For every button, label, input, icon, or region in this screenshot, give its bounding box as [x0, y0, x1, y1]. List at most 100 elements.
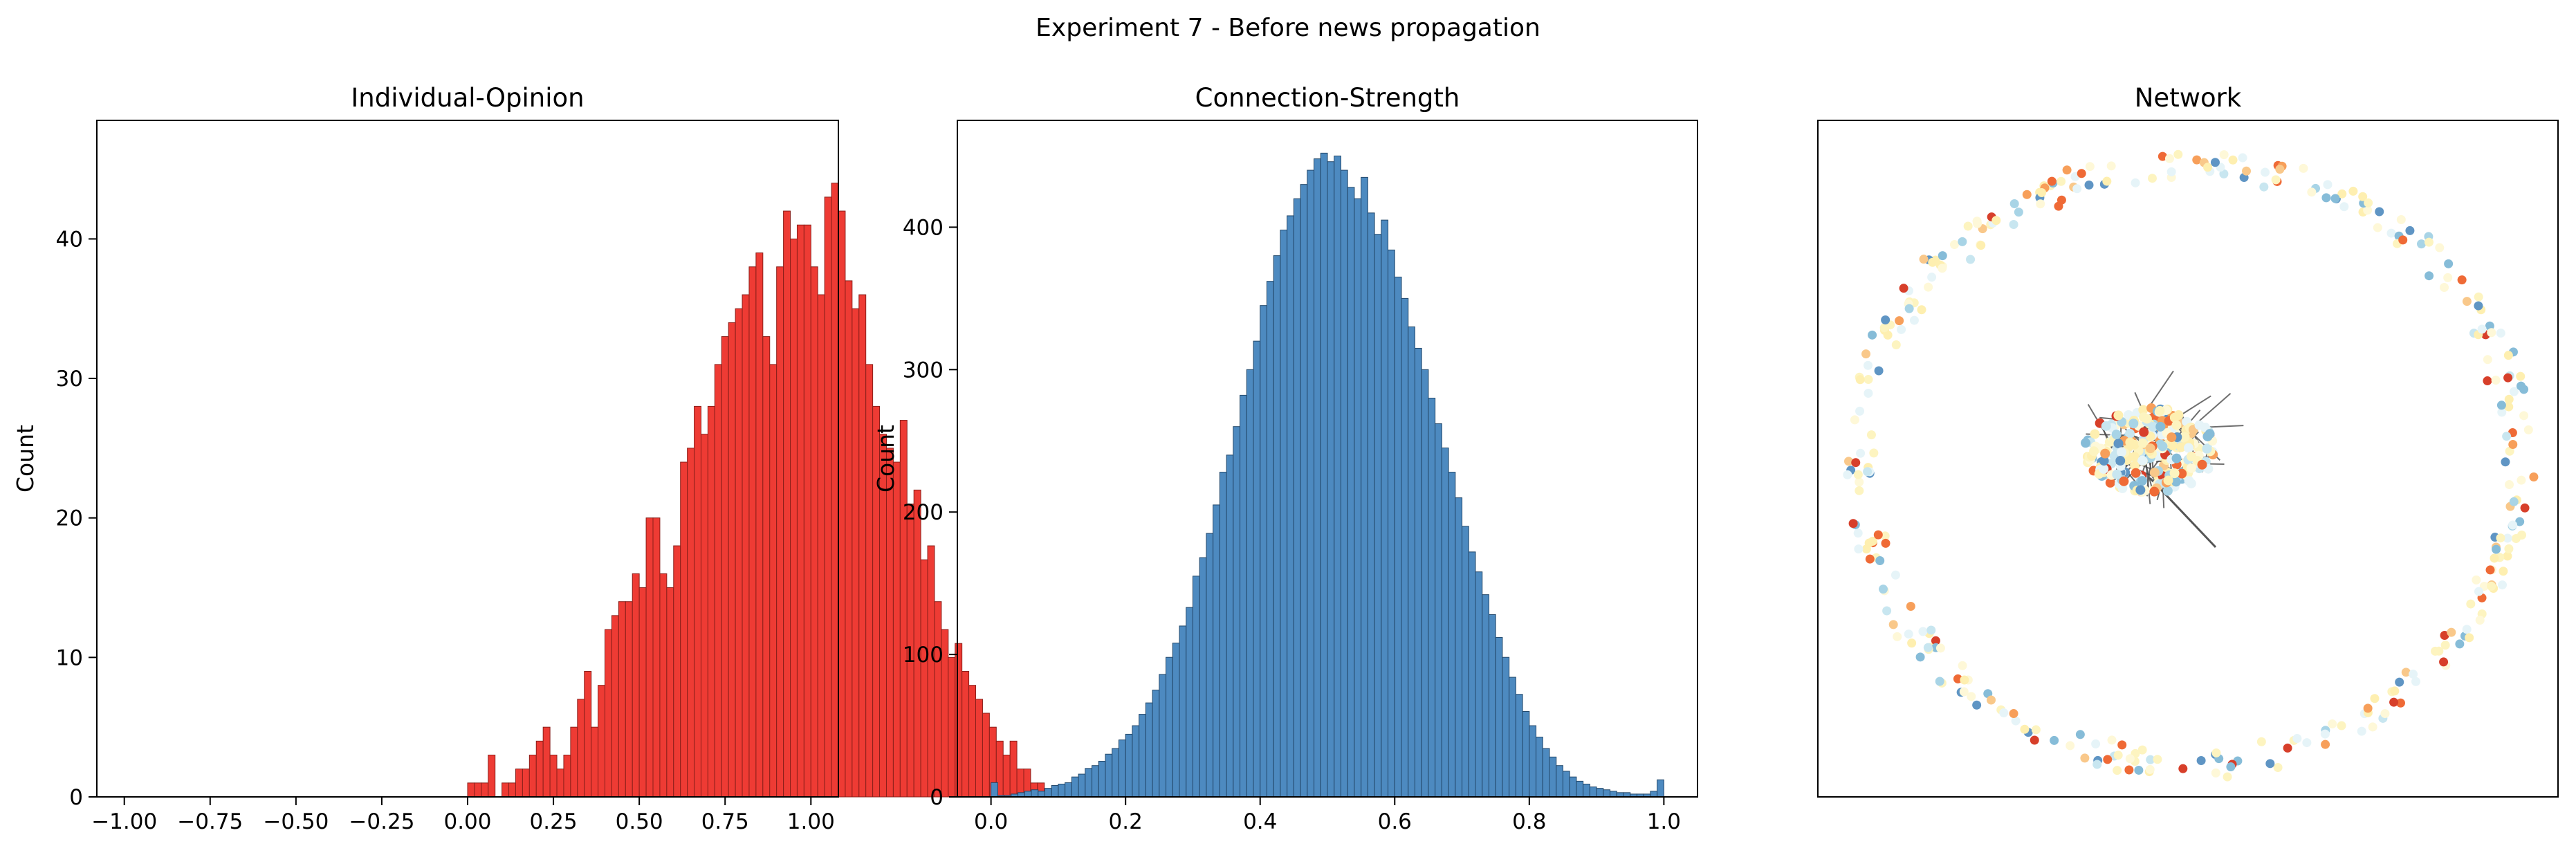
histogram-bar — [1522, 710, 1530, 798]
histogram-bar — [598, 685, 606, 798]
network-node — [2155, 405, 2165, 416]
network-node — [2363, 205, 2373, 215]
network-node — [1864, 375, 1873, 385]
network-node — [2483, 376, 2492, 386]
network-node — [2180, 432, 2190, 442]
network-node — [2444, 259, 2454, 268]
network-node — [2125, 437, 2135, 448]
network-node — [1890, 570, 1900, 580]
histogram-bar — [1502, 656, 1510, 798]
network-node — [2167, 441, 2178, 451]
network-node — [1904, 304, 1914, 313]
network-node — [2508, 439, 2518, 449]
network-node — [2089, 446, 2099, 457]
histogram-bar — [1192, 576, 1200, 798]
network-node — [2307, 187, 2317, 197]
network-node — [1881, 315, 1890, 325]
y-tick-label: 200 — [903, 500, 944, 525]
histogram-bar — [1354, 198, 1362, 798]
network-node — [2072, 184, 2082, 194]
histogram-bar — [1002, 755, 1011, 798]
network-node — [1926, 625, 1936, 635]
network-node — [2491, 376, 2501, 385]
histogram-bar — [700, 434, 708, 798]
network-node — [2192, 155, 2202, 165]
network-node — [2435, 243, 2445, 252]
histogram-bar — [1125, 733, 1133, 798]
network-node — [1906, 601, 1915, 611]
histogram-bar — [1092, 765, 1099, 798]
network-node — [2508, 520, 2518, 530]
network-node — [2111, 430, 2122, 440]
network-node — [2050, 735, 2059, 745]
histogram-bar — [1199, 557, 1207, 798]
network-node — [2115, 456, 2126, 466]
histogram-bar — [838, 210, 846, 798]
network-node — [2515, 517, 2525, 526]
network-node — [2101, 421, 2111, 431]
histogram-bar — [1213, 504, 1220, 798]
histogram-bar — [831, 183, 839, 798]
network-node — [2519, 385, 2529, 394]
histogram-bar — [1408, 327, 1415, 798]
network-node — [2176, 442, 2187, 452]
histogram-bar — [515, 769, 523, 798]
network-node — [2092, 760, 2102, 769]
y-tick-label: 400 — [903, 215, 944, 240]
histogram-bar — [1576, 780, 1584, 798]
histogram-bar — [1421, 369, 1429, 798]
histogram-bar — [1657, 779, 1664, 798]
network-node — [1869, 448, 1879, 458]
histogram-bar — [652, 517, 661, 798]
histogram-bar — [1583, 783, 1590, 798]
y-tick-label: 30 — [56, 367, 83, 392]
x-tick-label: −0.25 — [349, 809, 414, 834]
histogram-bar — [1374, 234, 1382, 798]
network-node — [1963, 221, 1973, 231]
network-node — [1966, 255, 1976, 264]
network-node — [2443, 273, 2453, 282]
network-node — [2113, 766, 2122, 775]
histogram-bar — [488, 755, 496, 798]
network-node — [2503, 351, 2513, 360]
network-node — [2401, 668, 2411, 677]
network-node — [2169, 468, 2180, 479]
network-node — [2081, 438, 2091, 448]
network-node — [2129, 452, 2140, 462]
network-node — [2153, 755, 2162, 764]
network-node — [1855, 477, 1864, 487]
histogram-bar — [577, 699, 585, 798]
histogram-bar — [1414, 347, 1422, 798]
network-node — [1855, 375, 1865, 385]
histogram-bar — [1172, 643, 1180, 798]
histogram-bar — [1367, 212, 1375, 798]
network-node — [2328, 719, 2337, 729]
network-node — [1938, 264, 1947, 273]
network-node — [2503, 533, 2512, 543]
network-node — [2075, 730, 2085, 739]
y-tick-label: 300 — [903, 358, 944, 383]
network-node — [2339, 202, 2349, 212]
network-node — [2321, 739, 2330, 749]
histogram-bar — [742, 294, 750, 798]
network-node — [2363, 704, 2373, 713]
network-node — [2011, 716, 2021, 726]
network-node — [2119, 476, 2129, 486]
opinion-histogram-title: Individual-Opinion — [351, 83, 584, 113]
histogram-bar — [796, 224, 804, 798]
histogram-bar — [982, 712, 990, 798]
network-node — [1931, 636, 1940, 645]
network-node — [2031, 725, 2041, 735]
network-node — [2261, 167, 2270, 177]
histogram-bar — [927, 545, 935, 798]
y-tick-label: 20 — [56, 506, 83, 531]
network-node — [2242, 166, 2252, 176]
histogram-bar — [1536, 737, 1543, 798]
histogram-bar — [1394, 276, 1402, 798]
histogram-bar — [1253, 340, 1261, 798]
network-node — [2529, 472, 2539, 482]
network-node — [1909, 315, 1919, 325]
network-node — [1875, 555, 1885, 565]
network-node — [1938, 251, 1947, 261]
